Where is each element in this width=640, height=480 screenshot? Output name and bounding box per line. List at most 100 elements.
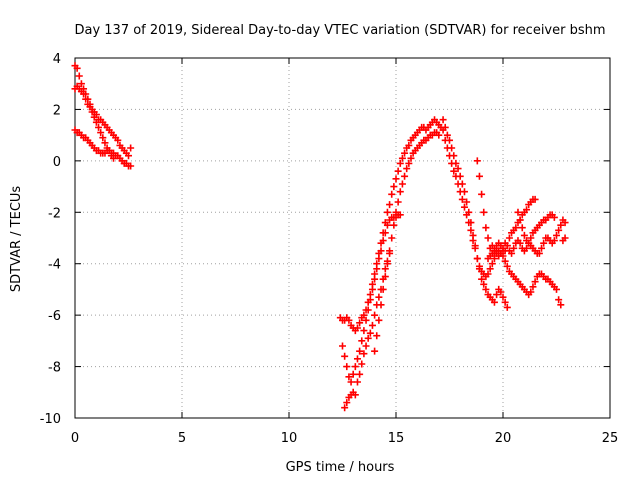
data-point [95, 123, 103, 131]
data-point [465, 219, 473, 227]
data-point [371, 275, 379, 283]
series-main-rise [336, 116, 447, 335]
data-point [358, 360, 366, 368]
data-point [512, 224, 520, 232]
series-late-right [514, 208, 569, 257]
data-point [379, 237, 387, 245]
data-point [458, 195, 466, 203]
data-point [403, 165, 411, 173]
data-point [550, 213, 558, 221]
data-point [379, 285, 387, 293]
data-point [381, 265, 389, 273]
grid [75, 58, 610, 418]
data-point [75, 72, 83, 80]
data-point [371, 347, 379, 355]
data-point [381, 229, 389, 237]
data-point [473, 255, 481, 263]
data-point [531, 195, 539, 203]
data-point [375, 293, 383, 301]
data-point [341, 352, 349, 360]
data-point [529, 283, 537, 291]
data-point [508, 249, 516, 257]
data-point [99, 134, 107, 142]
data-point [405, 159, 413, 167]
data-point [362, 316, 370, 324]
data-point [443, 131, 451, 139]
data-point [550, 237, 558, 245]
data-point [390, 183, 398, 191]
data-point [371, 311, 379, 319]
data-point [505, 234, 513, 242]
data-point [353, 324, 361, 332]
data-point [80, 90, 88, 98]
data-point [486, 265, 494, 273]
data-point [463, 211, 471, 219]
data-point [456, 188, 464, 196]
data-point [520, 231, 528, 239]
x-tick-label: 20 [495, 431, 512, 446]
data-point [373, 265, 381, 273]
data-point [553, 285, 560, 293]
data-point [398, 180, 406, 188]
data-point [364, 334, 372, 342]
data-point [392, 175, 400, 183]
data-point [377, 247, 385, 255]
data-point [396, 159, 404, 167]
data-point [478, 275, 486, 283]
data-point [448, 159, 456, 167]
data-point [471, 244, 479, 252]
data-point [557, 221, 565, 229]
data-point [473, 157, 481, 165]
x-axis-label: GPS time / hours [286, 460, 395, 475]
data-point [467, 226, 475, 234]
data-point [90, 113, 98, 121]
data-point [392, 208, 400, 216]
data-point [125, 152, 132, 160]
data-point [386, 247, 394, 255]
data-point [499, 252, 507, 260]
data-point [97, 129, 105, 137]
data-point [353, 378, 361, 386]
chart-title: Day 137 of 2019, Sidereal Day-to-day VTE… [74, 23, 605, 38]
data-point [527, 234, 535, 242]
data-point [553, 231, 560, 239]
data-point [503, 303, 511, 311]
data-point [343, 363, 351, 371]
data-point [482, 224, 490, 232]
data-point [540, 239, 548, 247]
data-point [360, 327, 368, 335]
data-point [362, 342, 370, 350]
data-point [452, 172, 460, 180]
series-rise-bottom [341, 249, 394, 412]
data-point [450, 167, 458, 175]
data-point [394, 167, 402, 175]
data-point [127, 144, 135, 152]
series-early-middle [71, 82, 118, 162]
data-point [92, 118, 100, 126]
y-tick-label: 2 [53, 103, 61, 118]
y-tick-label: -4 [48, 258, 61, 273]
data-point [401, 149, 409, 157]
data-point [347, 378, 355, 386]
x-tick-label: 15 [388, 431, 405, 446]
data-point [488, 260, 496, 268]
y-tick-label: -8 [48, 361, 61, 376]
series-decline-a [439, 116, 511, 311]
data-point [351, 363, 359, 371]
data-point [341, 404, 349, 412]
data-point [518, 224, 526, 232]
data-point [439, 116, 447, 124]
data-point [401, 172, 409, 180]
data-point [383, 208, 391, 216]
data-point [561, 234, 569, 242]
data-point [343, 399, 351, 407]
data-point [514, 208, 522, 216]
y-tick-label: -2 [48, 206, 61, 221]
data-point [360, 350, 368, 358]
data-point [356, 370, 364, 378]
data-point [478, 190, 486, 198]
data-point [475, 172, 483, 180]
data-point [531, 278, 539, 286]
data-point [364, 306, 372, 314]
data-point [353, 355, 361, 363]
